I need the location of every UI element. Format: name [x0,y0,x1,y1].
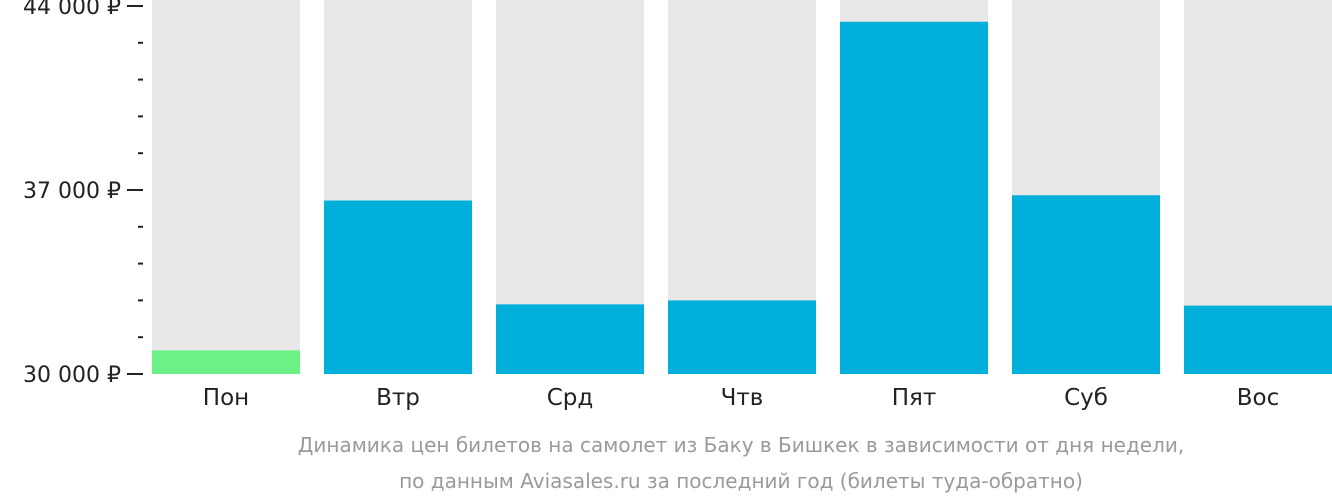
x-tick-label: Срд [547,385,594,411]
caption-line-2: по данным Aviasales.ru за последний год … [399,469,1083,493]
bars [152,0,1332,375]
bar [324,200,472,374]
bar-group-4 [668,0,816,374]
x-tick-label: Пят [892,385,937,411]
bar-track [152,0,300,374]
bar [152,350,300,374]
bar-group-7 [1184,0,1332,374]
bar [1184,305,1332,374]
y-tick-label: 30 000 ₽ [23,363,121,388]
x-tick-label: Вос [1237,385,1280,411]
x-tick-label: Чтв [721,385,764,411]
bar-group-1 [152,0,300,374]
chart-caption: Динамика цен билетов на самолет из Баку … [298,433,1184,493]
x-tick-label: Втр [376,385,420,411]
x-axis-labels: Пон Втр Срд Чтв Пят Суб Вос [203,385,1279,411]
bar-group-3 [496,0,644,374]
caption-line-1: Динамика цен билетов на самолет из Баку … [298,433,1184,457]
x-tick-label: Пон [203,385,249,411]
bar-group-5 [840,0,988,375]
y-tick-label: 44 000 ₽ [23,0,121,20]
bar [496,304,644,374]
bar-group-6 [1012,0,1160,374]
bar [1012,195,1160,374]
y-tick-label: 37 000 ₽ [23,179,121,204]
y-axis: 30 000 ₽ 37 000 ₽ 44 000 ₽ [23,0,143,388]
bar [840,21,988,375]
bar-group-2 [324,0,472,374]
x-tick-label: Суб [1064,385,1108,411]
bar [668,300,816,374]
